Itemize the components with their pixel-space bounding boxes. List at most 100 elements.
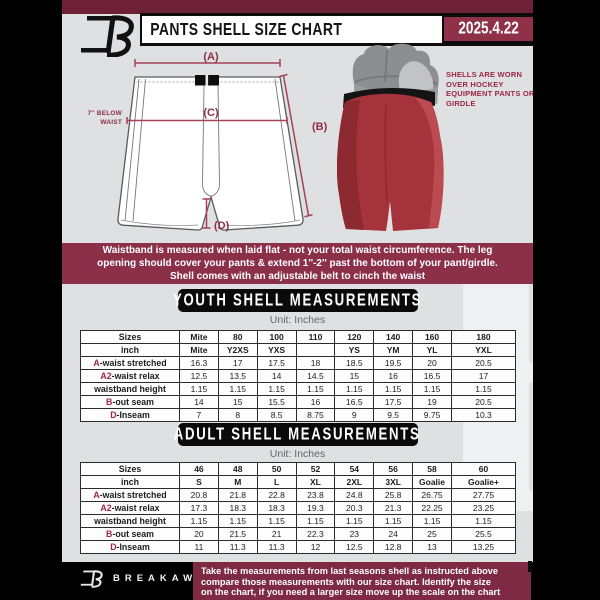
measurement-cell: 16 <box>373 369 414 383</box>
row-label: inch <box>80 475 180 489</box>
row-label-prefix: B <box>106 529 113 539</box>
row-label: A-waist stretched <box>80 488 180 502</box>
measurement-cell: 12.8 <box>373 540 414 554</box>
text-line: opening should cover your pants & extend… <box>97 258 498 269</box>
photo-caption: SHELLS ARE WORN OVER HOCKEY EQUIPMENT PA… <box>446 70 533 108</box>
adult-heading-box: ADULT SHELL MEASUREMENTS <box>174 423 419 446</box>
measurement-cell: 21 <box>256 527 297 541</box>
measurement-cell: 1.15 <box>334 514 375 528</box>
row-label: A2-waist relax <box>80 501 180 515</box>
measurement-cell: 19.5 <box>373 356 414 370</box>
measurement-cell: 21.8 <box>217 488 258 502</box>
text-line: compare those measurements with our size… <box>201 576 491 587</box>
measurement-cell: 14 <box>256 369 297 383</box>
measurement-cell: YM <box>373 343 414 357</box>
shell-photo <box>337 43 444 231</box>
measurement-cell: 7 <box>179 408 219 422</box>
date-badge: 2025.4.22 <box>444 17 533 41</box>
footer-note: Take the measurements from last seasons … <box>193 562 531 600</box>
measurement-cell: 14 <box>179 395 219 409</box>
measurement-cell: 8.5 <box>256 408 297 422</box>
adult-section-heading: ADULT SHELL MEASUREMENTS <box>62 423 533 446</box>
measurement-cell: 100 <box>256 330 297 344</box>
measurement-cell: 25.5 <box>451 527 516 541</box>
measurement-cell: 1.15 <box>412 382 452 396</box>
row-label-prefix: A2 <box>100 371 112 381</box>
text-line: Waistband is measured when laid flat - n… <box>102 245 493 256</box>
measurement-cell: 19 <box>412 395 452 409</box>
row-label: waistband height <box>80 382 180 396</box>
measurement-cell: 17 <box>217 356 258 370</box>
measurement-cell: 17.5 <box>373 395 414 409</box>
measurement-cell: 17.3 <box>179 501 219 515</box>
row-label-prefix: D <box>110 542 117 552</box>
measurement-cell: L <box>256 475 297 489</box>
red-shell <box>337 93 444 231</box>
youth-heading-text: YOUTH SHELL MEASUREMENTS <box>172 290 423 310</box>
row-label: waistband height <box>80 514 180 528</box>
page-edge-notch <box>528 561 532 572</box>
measurement-cell: 14.5 <box>295 369 336 383</box>
youth-measurements-table: Sizes Mite 80 100 110 120 140 160 180 inch Mite Y2X… <box>80 330 516 422</box>
measurement-cell: 23.25 <box>451 501 516 515</box>
measurement-cell: 15 <box>217 395 258 409</box>
row-label: Sizes <box>80 330 180 344</box>
info-banner: Waistband is measured when laid flat - n… <box>62 243 533 284</box>
row-label: Sizes <box>80 462 180 476</box>
measurement-cell: 18.5 <box>334 356 375 370</box>
measurement-cell: 1.15 <box>373 514 414 528</box>
row-label: A-waist stretched <box>80 356 180 370</box>
youth-unit-label: Unit: Inches <box>269 314 326 326</box>
measurement-cell: 160 <box>412 330 452 344</box>
measurement-cell: 3XL <box>373 475 414 489</box>
measurement-cell: 13.5 <box>217 369 258 383</box>
measurement-cell: 27.75 <box>451 488 516 502</box>
measurement-cell <box>295 343 336 357</box>
text-line: on the chart, if you need a larger size … <box>201 587 501 598</box>
measurement-cell: 25.8 <box>373 488 414 502</box>
measurement-cell: 16.5 <box>334 395 375 409</box>
measurement-cell: 48 <box>217 462 258 476</box>
measurement-cell: 20.8 <box>179 488 219 502</box>
measurement-cell: 18.3 <box>256 501 297 515</box>
measurement-cell: 18 <box>295 356 336 370</box>
measurement-cell: 1.15 <box>373 382 414 396</box>
measurement-cell: 20.5 <box>451 356 516 370</box>
measurement-cell: 110 <box>295 330 336 344</box>
measurement-cell: 2XL <box>334 475 375 489</box>
dim-label-c: (C) <box>203 107 219 119</box>
measurement-cell: 16.3 <box>179 356 219 370</box>
row-label-prefix: A <box>93 358 100 368</box>
measurement-cell: 16 <box>295 395 336 409</box>
table-row: D-Inseam 11 11.3 11.3 12 12.5 12.8 13 13.25 <box>80 540 516 554</box>
measurement-cell: 1.15 <box>451 514 516 528</box>
table-row: waistband height 1.15 1.15 1.15 1.15 1.15 1.15… <box>80 514 516 528</box>
measurement-cell: 21.3 <box>373 501 414 515</box>
dim-label-d: (D) <box>214 220 230 232</box>
row-label-prefix: A2 <box>100 503 112 513</box>
measurement-cell: 1.15 <box>295 514 336 528</box>
measurement-cell: 120 <box>334 330 375 344</box>
measurement-cell: 15.5 <box>256 395 297 409</box>
footer-brand: BREAKAWAY <box>80 565 219 591</box>
adult-measurements-table: Sizes 46 48 50 52 54 56 58 60 inch S M L XL 2XL 3XL Goal… <box>80 462 516 554</box>
adult-unit-label: Unit: Inches <box>269 448 326 460</box>
dim-label-a: (A) <box>203 52 219 63</box>
measurement-cell: 12.5 <box>179 369 219 383</box>
date-text: 2025.4.22 <box>458 19 519 38</box>
pants-measurement-diagram: (A) (C) (B) (D) <box>117 52 328 232</box>
brand-name: BREAKAWAY <box>113 572 219 584</box>
breakaway-logo-icon <box>80 570 103 588</box>
measurement-cell: YXL <box>451 343 516 357</box>
measurement-cell: 52 <box>295 462 336 476</box>
measurement-cell: 180 <box>451 330 516 344</box>
table-row: Sizes Mite 80 100 110 120 140 160 180 <box>80 330 516 344</box>
row-label: D-Inseam <box>80 540 180 554</box>
row-label: inch <box>80 343 180 357</box>
measurement-cell: 11 <box>179 540 219 554</box>
table-row: inch Mite Y2XS YXS YS YM YL YXL <box>80 343 516 357</box>
measurement-cell: 15 <box>334 369 375 383</box>
measurement-cell: 1.15 <box>179 382 219 396</box>
row-label-prefix: B <box>106 397 113 407</box>
